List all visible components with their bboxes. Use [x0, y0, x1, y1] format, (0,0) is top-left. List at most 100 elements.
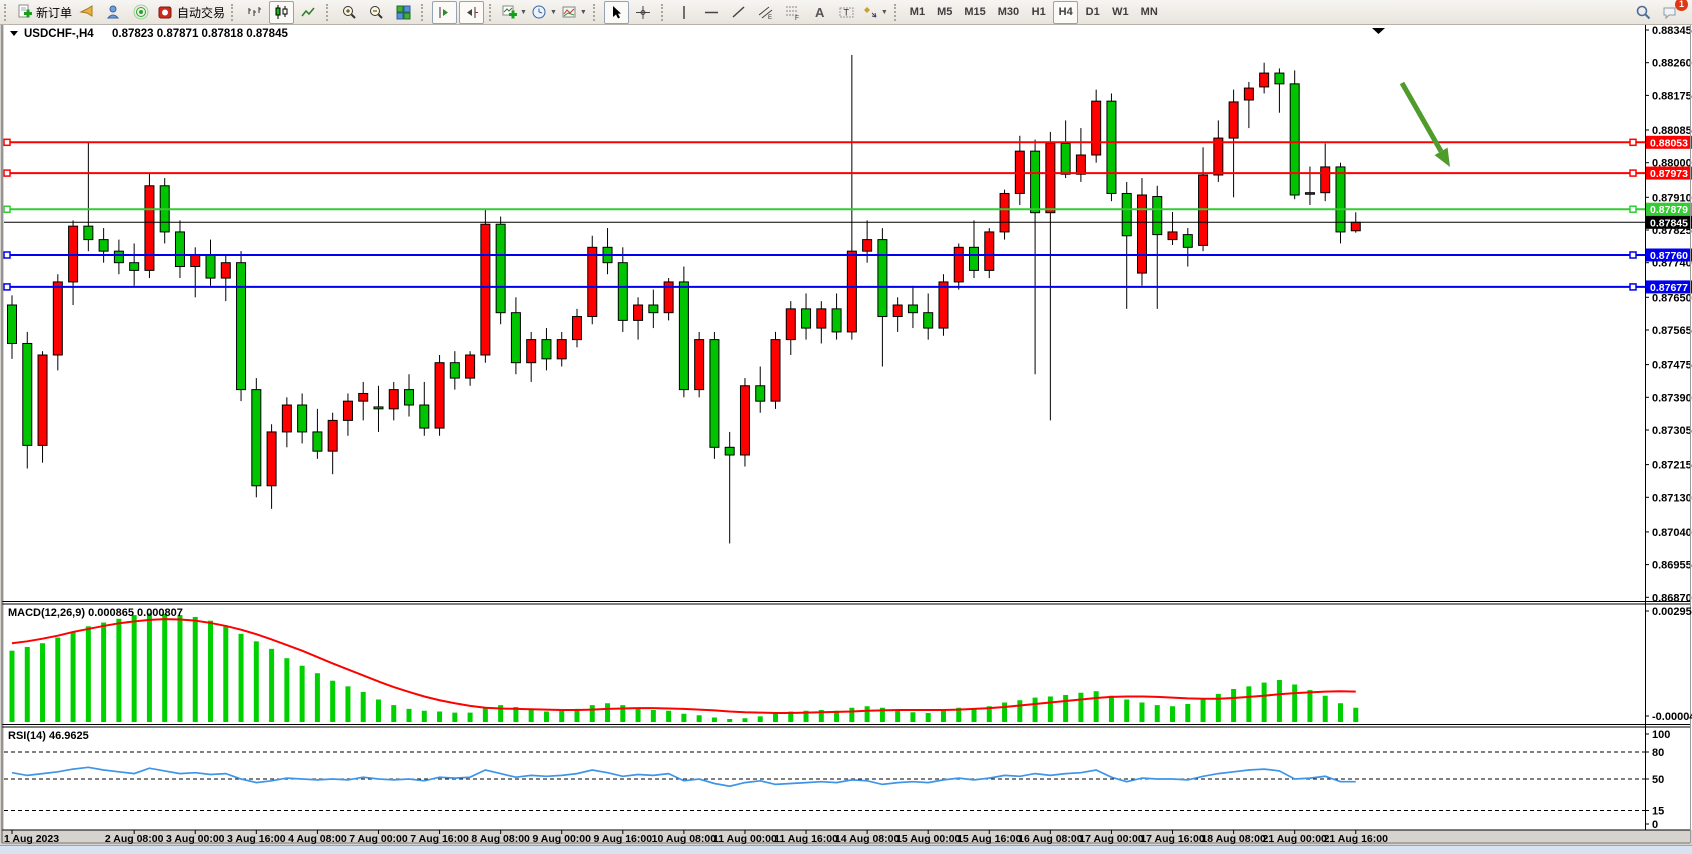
candle-body: [1106, 100, 1117, 194]
candle-body: [342, 400, 353, 421]
price-label-text: 0.87845: [1650, 217, 1688, 229]
macd-histogram-bar: [131, 615, 137, 722]
chevron-down-icon[interactable]: ▼: [579, 8, 587, 16]
notifications-button[interactable]: 1: [1658, 0, 1688, 24]
hline-handle[interactable]: [1629, 251, 1637, 259]
timeframe-w1-button[interactable]: W1: [1107, 1, 1134, 24]
hline-handle[interactable]: [3, 169, 11, 177]
horn-icon: [79, 4, 96, 21]
hline-handle[interactable]: [1629, 283, 1637, 291]
fibonacci-button[interactable]: F: [780, 1, 805, 24]
candle-body: [1167, 231, 1178, 241]
alerts-button[interactable]: [75, 1, 100, 24]
chart-canvas[interactable]: 0.883450.882600.881750.880850.880000.879…: [0, 25, 1692, 845]
scroll-to-end-button[interactable]: [432, 0, 458, 24]
time-axis-label: 18 Aug 08:00: [1201, 833, 1266, 845]
timeframe-h1-button[interactable]: H1: [1026, 1, 1051, 24]
shapes-button[interactable]: ▼: [861, 1, 889, 24]
svg-text:E: E: [768, 15, 772, 21]
macd-histogram-bar: [1261, 682, 1267, 722]
timeframe-m15-button[interactable]: M15: [959, 1, 990, 24]
text-icon: A: [811, 4, 828, 21]
trend-arrow-head[interactable]: [1434, 147, 1450, 167]
macd-label: MACD(12,26,9) 0.000865 0.000807: [8, 607, 183, 619]
candle-body: [801, 308, 812, 329]
timeframe-d1-button[interactable]: D1: [1080, 1, 1105, 24]
macd-histogram-bar: [986, 706, 992, 722]
trendline-button[interactable]: [726, 1, 751, 24]
timeframe-m5-button[interactable]: M5: [932, 1, 957, 24]
line-chart-button[interactable]: [296, 1, 321, 24]
hline-handle[interactable]: [1629, 138, 1637, 147]
candle-body: [862, 239, 873, 252]
rsi-scale-label: 50: [1652, 774, 1664, 786]
autotrade-button[interactable]: 自动交易: [156, 1, 226, 24]
macd-histogram-bar: [849, 707, 855, 722]
macd-histogram-bar: [299, 665, 305, 722]
periods-button[interactable]: ▼: [530, 1, 558, 24]
candle-body: [739, 385, 750, 456]
label-button[interactable]: T: [834, 1, 859, 24]
macd-histogram-bar: [452, 712, 458, 722]
candle-body: [37, 354, 48, 446]
chart-shift-marker[interactable]: [1372, 28, 1385, 34]
timeframe-m1-button[interactable]: M1: [905, 1, 930, 24]
bar-chart-button[interactable]: [242, 1, 267, 24]
macd-histogram-bar: [223, 626, 229, 722]
auto-scroll-button[interactable]: [459, 0, 485, 24]
vertical-line-button[interactable]: [672, 1, 697, 24]
timeframe-m30-button[interactable]: M30: [993, 1, 1024, 24]
chevron-down-icon[interactable]: ▼: [549, 8, 557, 16]
horizontal-line-button[interactable]: [699, 1, 724, 24]
indicator-plus-icon: [501, 4, 518, 21]
candlestick-button[interactable]: [269, 0, 295, 24]
svg-text:F: F: [795, 15, 799, 21]
timeframe-d1-label: D1: [1085, 6, 1100, 18]
candle-body: [83, 225, 94, 241]
time-axis-label: 9 Aug 16:00: [594, 833, 653, 845]
crosshair-button[interactable]: [631, 1, 656, 24]
candle-body: [1136, 194, 1147, 274]
market-watch-button[interactable]: [102, 1, 127, 24]
chevron-down-icon[interactable]: ▼: [880, 8, 888, 16]
chart-dropdown-icon[interactable]: [10, 31, 18, 36]
chart-window[interactable]: 0.88345 0.88260 0.88175 0.88085 0.88000 0.879…: [0, 25, 1692, 850]
candle-body: [190, 254, 201, 268]
new-order-button[interactable]: 新订单: [15, 1, 73, 24]
trend-arrow-line[interactable]: [1399, 81, 1444, 153]
toolbar-separator: [4, 3, 11, 21]
add-indicator-button[interactable]: ▼: [500, 1, 528, 24]
channel-button[interactable]: E: [753, 1, 778, 24]
hline-handle[interactable]: [3, 205, 11, 213]
macd-histogram-bar: [635, 707, 641, 722]
timeframe-mn-button[interactable]: MN: [1136, 1, 1163, 24]
tile-windows-button[interactable]: [391, 1, 416, 24]
hline-handle[interactable]: [1629, 205, 1637, 213]
timeframe-h4-button[interactable]: H4: [1053, 0, 1079, 24]
hline-handle[interactable]: [3, 251, 11, 259]
candle-body: [1045, 142, 1056, 214]
price-label-box: [1646, 135, 1692, 149]
macd-histogram-bar: [925, 712, 931, 722]
signals-button[interactable]: [129, 1, 154, 24]
cursor-button[interactable]: [603, 0, 629, 24]
macd-histogram-bar: [818, 709, 824, 722]
text-button[interactable]: A: [807, 1, 832, 24]
candle-body: [1121, 192, 1132, 237]
macd-histogram-bar: [910, 712, 916, 722]
search-button[interactable]: [1631, 1, 1656, 24]
zoom-out-button[interactable]: [364, 1, 389, 24]
chart-background[interactable]: [4, 25, 1645, 830]
chevron-down-icon[interactable]: ▼: [520, 8, 527, 16]
candle-body: [358, 392, 369, 402]
macd-histogram-bar: [1154, 705, 1160, 722]
hline-handle[interactable]: [1629, 169, 1637, 177]
timeframe-m15-label: M15: [964, 6, 986, 18]
templates-button[interactable]: ▼: [560, 1, 588, 24]
hline-handle[interactable]: [3, 138, 11, 147]
candle-body: [1213, 137, 1224, 176]
toolbar-separator: [421, 3, 428, 21]
hline-handle[interactable]: [3, 283, 11, 291]
zoom-in-button[interactable]: [337, 1, 362, 24]
candle-body: [22, 342, 33, 446]
